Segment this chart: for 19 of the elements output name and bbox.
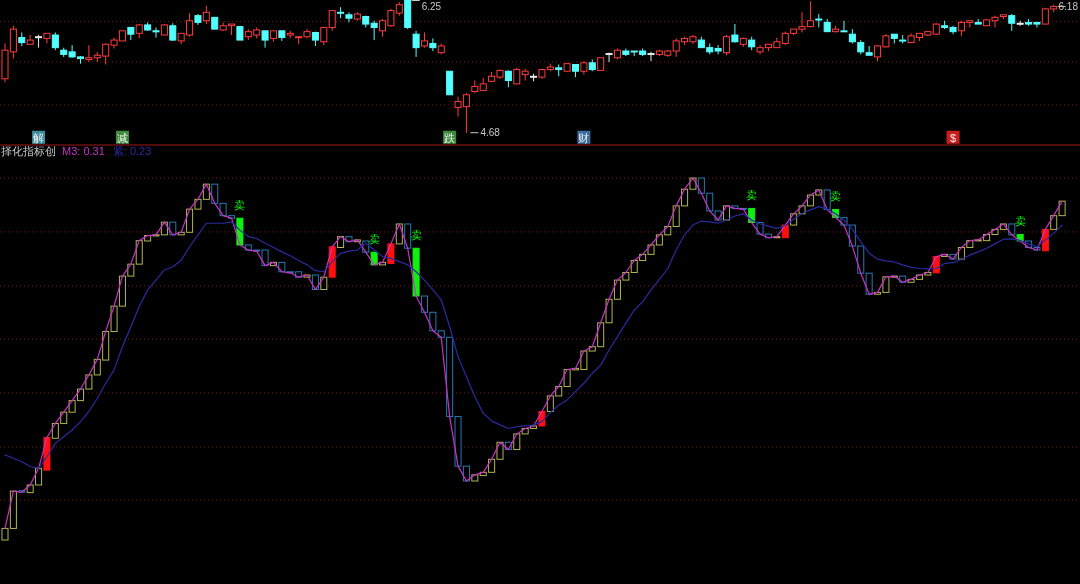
text: 卖 xyxy=(410,229,422,242)
text: 紧: 0.23 xyxy=(112,145,152,157)
text: 卖 xyxy=(1014,215,1026,228)
annotation: 4.68 xyxy=(480,127,501,139)
marker: 跌 xyxy=(443,130,457,144)
price-note: 6.18 xyxy=(1057,0,1078,12)
annotation: 6.25 xyxy=(421,0,442,12)
marker: 财 xyxy=(577,130,591,144)
chart-title: 择化指标创 xyxy=(1,145,56,157)
price-note: 4.68 xyxy=(469,127,500,139)
price-note: 6.25 xyxy=(411,0,442,12)
text: 卖 xyxy=(746,189,758,202)
marker: 解 xyxy=(32,130,46,144)
text: 卖 xyxy=(830,190,842,203)
text: M3: 0.31 xyxy=(62,145,105,157)
marker: 减 xyxy=(115,130,129,144)
text: 卖 xyxy=(368,233,380,246)
marker: $ xyxy=(946,130,960,144)
text: 卖 xyxy=(234,199,246,212)
